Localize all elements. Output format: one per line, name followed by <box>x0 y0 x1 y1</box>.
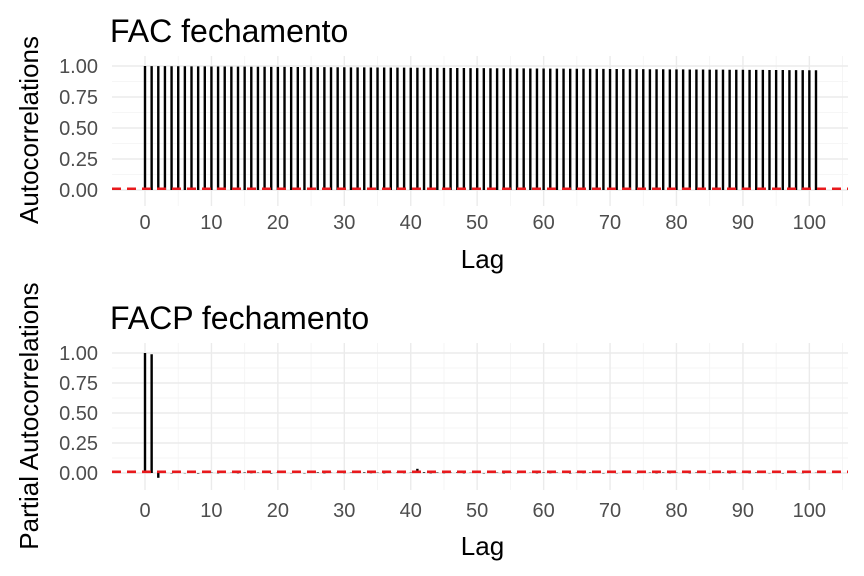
acf-y-axis-title: Autocorrelations <box>14 36 44 224</box>
acf-grid <box>112 56 848 206</box>
pacf-chart-title: FACP fechamento <box>110 300 369 336</box>
acf-x-tick-label: 70 <box>599 212 621 234</box>
acf-x-tick-label: 100 <box>793 212 826 234</box>
pacf-y-tick-label: 1.00 <box>59 343 98 365</box>
pacf-x-tick-label: 0 <box>139 500 150 522</box>
pacf-x-axis-title: Lag <box>461 531 504 561</box>
pacf-panel: 0.00 0.25 0.50 0.75 1.00 0 10 20 30 40 50 60 70 80 90 1… <box>14 282 848 561</box>
pacf-x-tick-label: 100 <box>793 500 826 522</box>
acf-y-tick-label: 0.00 <box>59 180 98 202</box>
acf-x-axis-title: Lag <box>461 244 504 274</box>
pacf-x-tick-label: 20 <box>267 500 289 522</box>
acf-y-tick-label: 0.50 <box>59 118 98 140</box>
acf-x-tick-label: 20 <box>267 212 289 234</box>
acf-x-tick-label: 90 <box>732 212 754 234</box>
acf-y-tick-label: 0.25 <box>59 149 98 171</box>
acf-y-tick-label: 0.75 <box>59 87 98 109</box>
pacf-grid <box>112 343 848 490</box>
pacf-x-tick-label: 40 <box>400 500 422 522</box>
acf-bars <box>143 66 818 190</box>
pacf-x-tick-label: 80 <box>665 500 687 522</box>
pacf-y-tick-label: 0.75 <box>59 373 98 395</box>
acf-x-tick-label: 10 <box>200 212 222 234</box>
pacf-y-tick-label: 0.00 <box>59 463 98 485</box>
pacf-bars <box>143 353 818 478</box>
acf-x-tick-label: 60 <box>532 212 554 234</box>
pacf-x-tick-label: 70 <box>599 500 621 522</box>
pacf-x-tick-label: 10 <box>200 500 222 522</box>
acf-x-tick-label: 80 <box>665 212 687 234</box>
pacf-y-axis-title: Partial Autocorrelations <box>14 282 44 549</box>
acf-x-tick-label: 30 <box>333 212 355 234</box>
pacf-x-tick-label: 60 <box>532 500 554 522</box>
pacf-y-tick-label: 0.25 <box>59 433 98 455</box>
acf-x-tick-label: 0 <box>139 212 150 234</box>
acf-panel: 0.00 0.25 0.50 0.75 1.00 0 10 20 30 40 50 60 70 80 90 1… <box>14 13 848 274</box>
pacf-y-tick-label: 0.50 <box>59 403 98 425</box>
pacf-x-tick-label: 30 <box>333 500 355 522</box>
acf-chart-title: FAC fechamento <box>110 13 348 49</box>
pacf-x-tick-label: 90 <box>732 500 754 522</box>
pacf-x-tick-label: 50 <box>466 500 488 522</box>
acf-y-tick-label: 1.00 <box>59 56 98 78</box>
acf-x-tick-label: 50 <box>466 212 488 234</box>
acf-x-tick-label: 40 <box>400 212 422 234</box>
